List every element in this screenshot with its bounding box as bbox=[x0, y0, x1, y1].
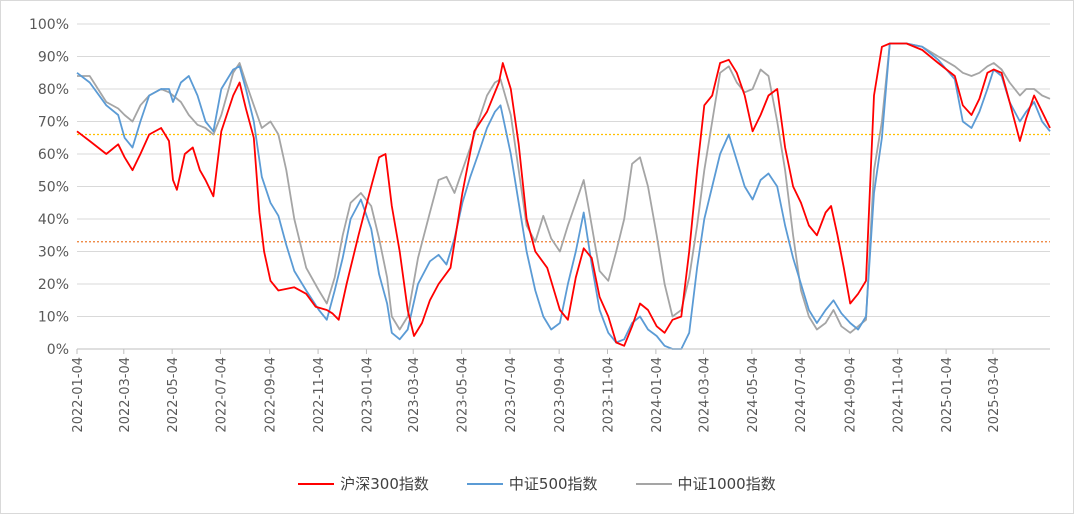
x-tick-label: 2022-07-04 bbox=[215, 357, 230, 433]
x-tick-label: 2024-11-04 bbox=[892, 357, 907, 433]
legend-item-csi1000[interactable]: 中证1000指数 bbox=[635, 473, 776, 494]
x-tick-label: 2023-07-04 bbox=[504, 357, 519, 433]
x-tick-label: 2024-01-04 bbox=[650, 357, 665, 433]
x-tick-label: 2024-05-04 bbox=[746, 357, 761, 433]
y-tick-label: 70% bbox=[38, 115, 69, 131]
legend-label-csi1000: 中证1000指数 bbox=[677, 475, 776, 493]
x-tick-label: 2022-03-04 bbox=[118, 357, 133, 433]
legend: 沪深300指数 中证500指数 中证1000指数 bbox=[1, 473, 1073, 494]
reference-lines bbox=[77, 133, 1050, 243]
y-tick-label: 0% bbox=[47, 342, 69, 358]
legend-item-csi500[interactable]: 中证500指数 bbox=[466, 473, 598, 494]
y-tick-label: 30% bbox=[38, 245, 69, 261]
x-tick-label: 2022-11-04 bbox=[312, 357, 327, 433]
legend-label-hs300: 沪深300指数 bbox=[340, 475, 429, 493]
y-tick-label: 20% bbox=[38, 277, 69, 293]
y-tick-label: 40% bbox=[38, 212, 69, 228]
y-tick-label: 80% bbox=[38, 82, 69, 98]
x-tick-label: 2023-05-04 bbox=[456, 357, 471, 433]
legend-label-csi500: 中证500指数 bbox=[508, 475, 598, 493]
x-tick-label: 2024-07-04 bbox=[794, 357, 809, 433]
legend-swatch-csi500 bbox=[466, 482, 503, 485]
x-tick-label: 2023-01-04 bbox=[360, 357, 375, 433]
x-tick-labels: 2022-01-04 2022-03-04 2022-05-04 2022-07-04… bbox=[71, 357, 1002, 433]
series-lines bbox=[76, 42, 1051, 350]
x-tick-label: 2025-01-04 bbox=[940, 357, 955, 433]
series-hs300-line bbox=[76, 42, 1051, 347]
y-tick-label: 90% bbox=[38, 50, 69, 66]
x-tick-label: 2022-05-04 bbox=[166, 357, 181, 433]
legend-item-hs300[interactable]: 沪深300指数 bbox=[298, 473, 429, 494]
line-chart: 0% 10% 20% 30% 40% 50% 60% 70% 80% 90% 100% 2022-0… bbox=[29, 17, 1051, 433]
series-csi500-line bbox=[76, 42, 1051, 350]
axes bbox=[76, 348, 1050, 354]
legend-swatch-hs300 bbox=[298, 482, 335, 485]
y-tick-labels: 0% 10% 20% 30% 40% 50% 60% 70% 80% 90% 100% bbox=[29, 17, 69, 358]
gridlines bbox=[77, 23, 1050, 317]
x-tick-label: 2024-09-04 bbox=[843, 357, 858, 433]
x-tick-label: 2023-03-04 bbox=[407, 357, 422, 433]
x-tick-label: 2023-11-04 bbox=[602, 357, 617, 433]
x-tick-label: 2022-09-04 bbox=[264, 357, 279, 433]
x-tick-label: 2024-03-04 bbox=[697, 357, 712, 433]
y-tick-label: 100% bbox=[29, 17, 69, 33]
y-tick-label: 50% bbox=[38, 180, 69, 196]
x-tick-label: 2022-01-04 bbox=[71, 357, 86, 433]
legend-swatch-csi1000 bbox=[635, 482, 672, 485]
x-tick-label: 2025-03-04 bbox=[987, 357, 1002, 433]
y-tick-label: 60% bbox=[38, 147, 69, 163]
y-tick-label: 10% bbox=[38, 310, 69, 326]
x-tick-label: 2023-09-04 bbox=[553, 357, 568, 433]
